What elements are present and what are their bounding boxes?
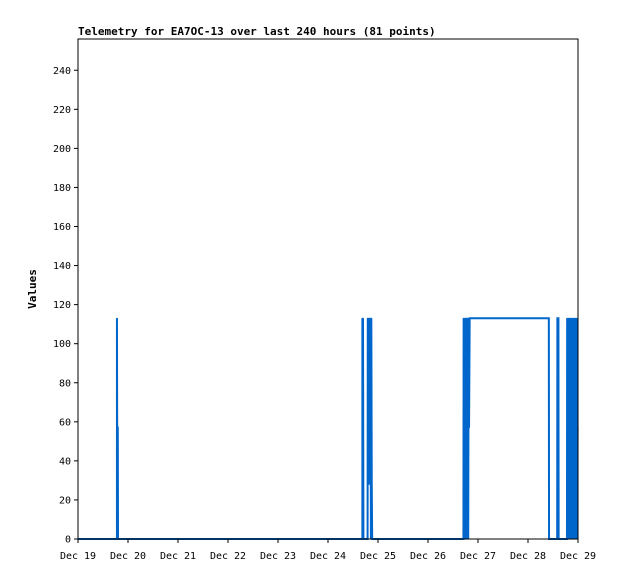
data-point — [576, 317, 578, 319]
data-point — [369, 372, 371, 374]
data-point — [369, 317, 371, 319]
y-tick-label: 140 — [53, 261, 71, 272]
data-point — [468, 317, 470, 319]
x-tick-label: Dec 29 — [560, 551, 596, 562]
data-point — [556, 317, 558, 319]
y-tick-label: 240 — [53, 66, 71, 77]
data-point — [369, 317, 372, 319]
y-tick-label: 0 — [65, 535, 71, 546]
data-point — [574, 317, 577, 319]
data-point — [465, 317, 467, 319]
y-axis: 0 20 40 60 80 100 120 140 160 180 200 220 240 — [53, 66, 78, 546]
data-point — [370, 317, 372, 319]
data-point — [368, 317, 370, 319]
data-point — [568, 427, 570, 429]
data-point — [371, 483, 373, 485]
data-point — [574, 427, 576, 429]
data-point — [573, 317, 575, 319]
y-tick-label: 200 — [53, 144, 71, 155]
x-axis: Dec 19 Dec 20 Dec 21 Dec 22 Dec 23 Dec 24 Dec … — [60, 539, 596, 562]
data-point — [557, 317, 560, 319]
x-tick-label: Dec 19 — [60, 551, 96, 562]
data-point — [567, 317, 570, 319]
data-point — [464, 317, 466, 319]
data-point — [368, 483, 370, 485]
x-tick-label: Dec 20 — [110, 551, 146, 562]
y-tick-label: 40 — [59, 456, 71, 467]
data-point — [463, 427, 466, 429]
x-tick-label: Dec 26 — [410, 551, 446, 562]
data-point — [467, 427, 469, 429]
data-point — [575, 427, 577, 429]
data-point — [463, 317, 465, 319]
data-point — [362, 427, 364, 429]
data-point — [362, 317, 364, 319]
y-tick-label: 180 — [53, 183, 71, 194]
data-point — [573, 427, 575, 429]
y-tick-label: 20 — [59, 495, 71, 506]
data-point — [117, 427, 119, 429]
y-tick-label: 60 — [59, 417, 71, 428]
data-point — [469, 317, 471, 319]
chart-title: Telemetry for EA7OC-13 over last 240 hou… — [78, 25, 436, 38]
x-tick-label: Dec 24 — [310, 551, 346, 562]
y-tick-label: 160 — [53, 222, 71, 233]
data-point — [570, 427, 572, 429]
data-point — [566, 317, 568, 319]
data-point — [548, 317, 550, 319]
data-point — [568, 317, 570, 319]
y-tick-label: 80 — [59, 378, 71, 389]
x-tick-label: Dec 27 — [460, 551, 496, 562]
data-point — [367, 372, 369, 374]
y-axis-label: Values — [26, 269, 39, 309]
data-point — [572, 317, 574, 319]
y-tick-label: 120 — [53, 300, 71, 311]
data-point — [116, 317, 118, 319]
data-point — [465, 317, 468, 319]
x-tick-label: Dec 21 — [160, 551, 196, 562]
x-tick-label: Dec 22 — [210, 551, 246, 562]
data-point — [571, 317, 573, 319]
data-point — [468, 427, 470, 429]
data-point — [569, 427, 571, 429]
y-tick-label: 100 — [53, 339, 71, 350]
data-point — [367, 317, 369, 319]
y-tick-label: 220 — [53, 105, 71, 116]
data-point — [566, 427, 569, 429]
x-tick-label: Dec 28 — [510, 551, 546, 562]
data-point — [465, 427, 467, 429]
data-point — [569, 317, 572, 319]
data-point — [466, 317, 468, 319]
data-point — [571, 427, 574, 429]
x-tick-label: Dec 23 — [260, 551, 296, 562]
x-tick-label: Dec 25 — [360, 551, 396, 562]
